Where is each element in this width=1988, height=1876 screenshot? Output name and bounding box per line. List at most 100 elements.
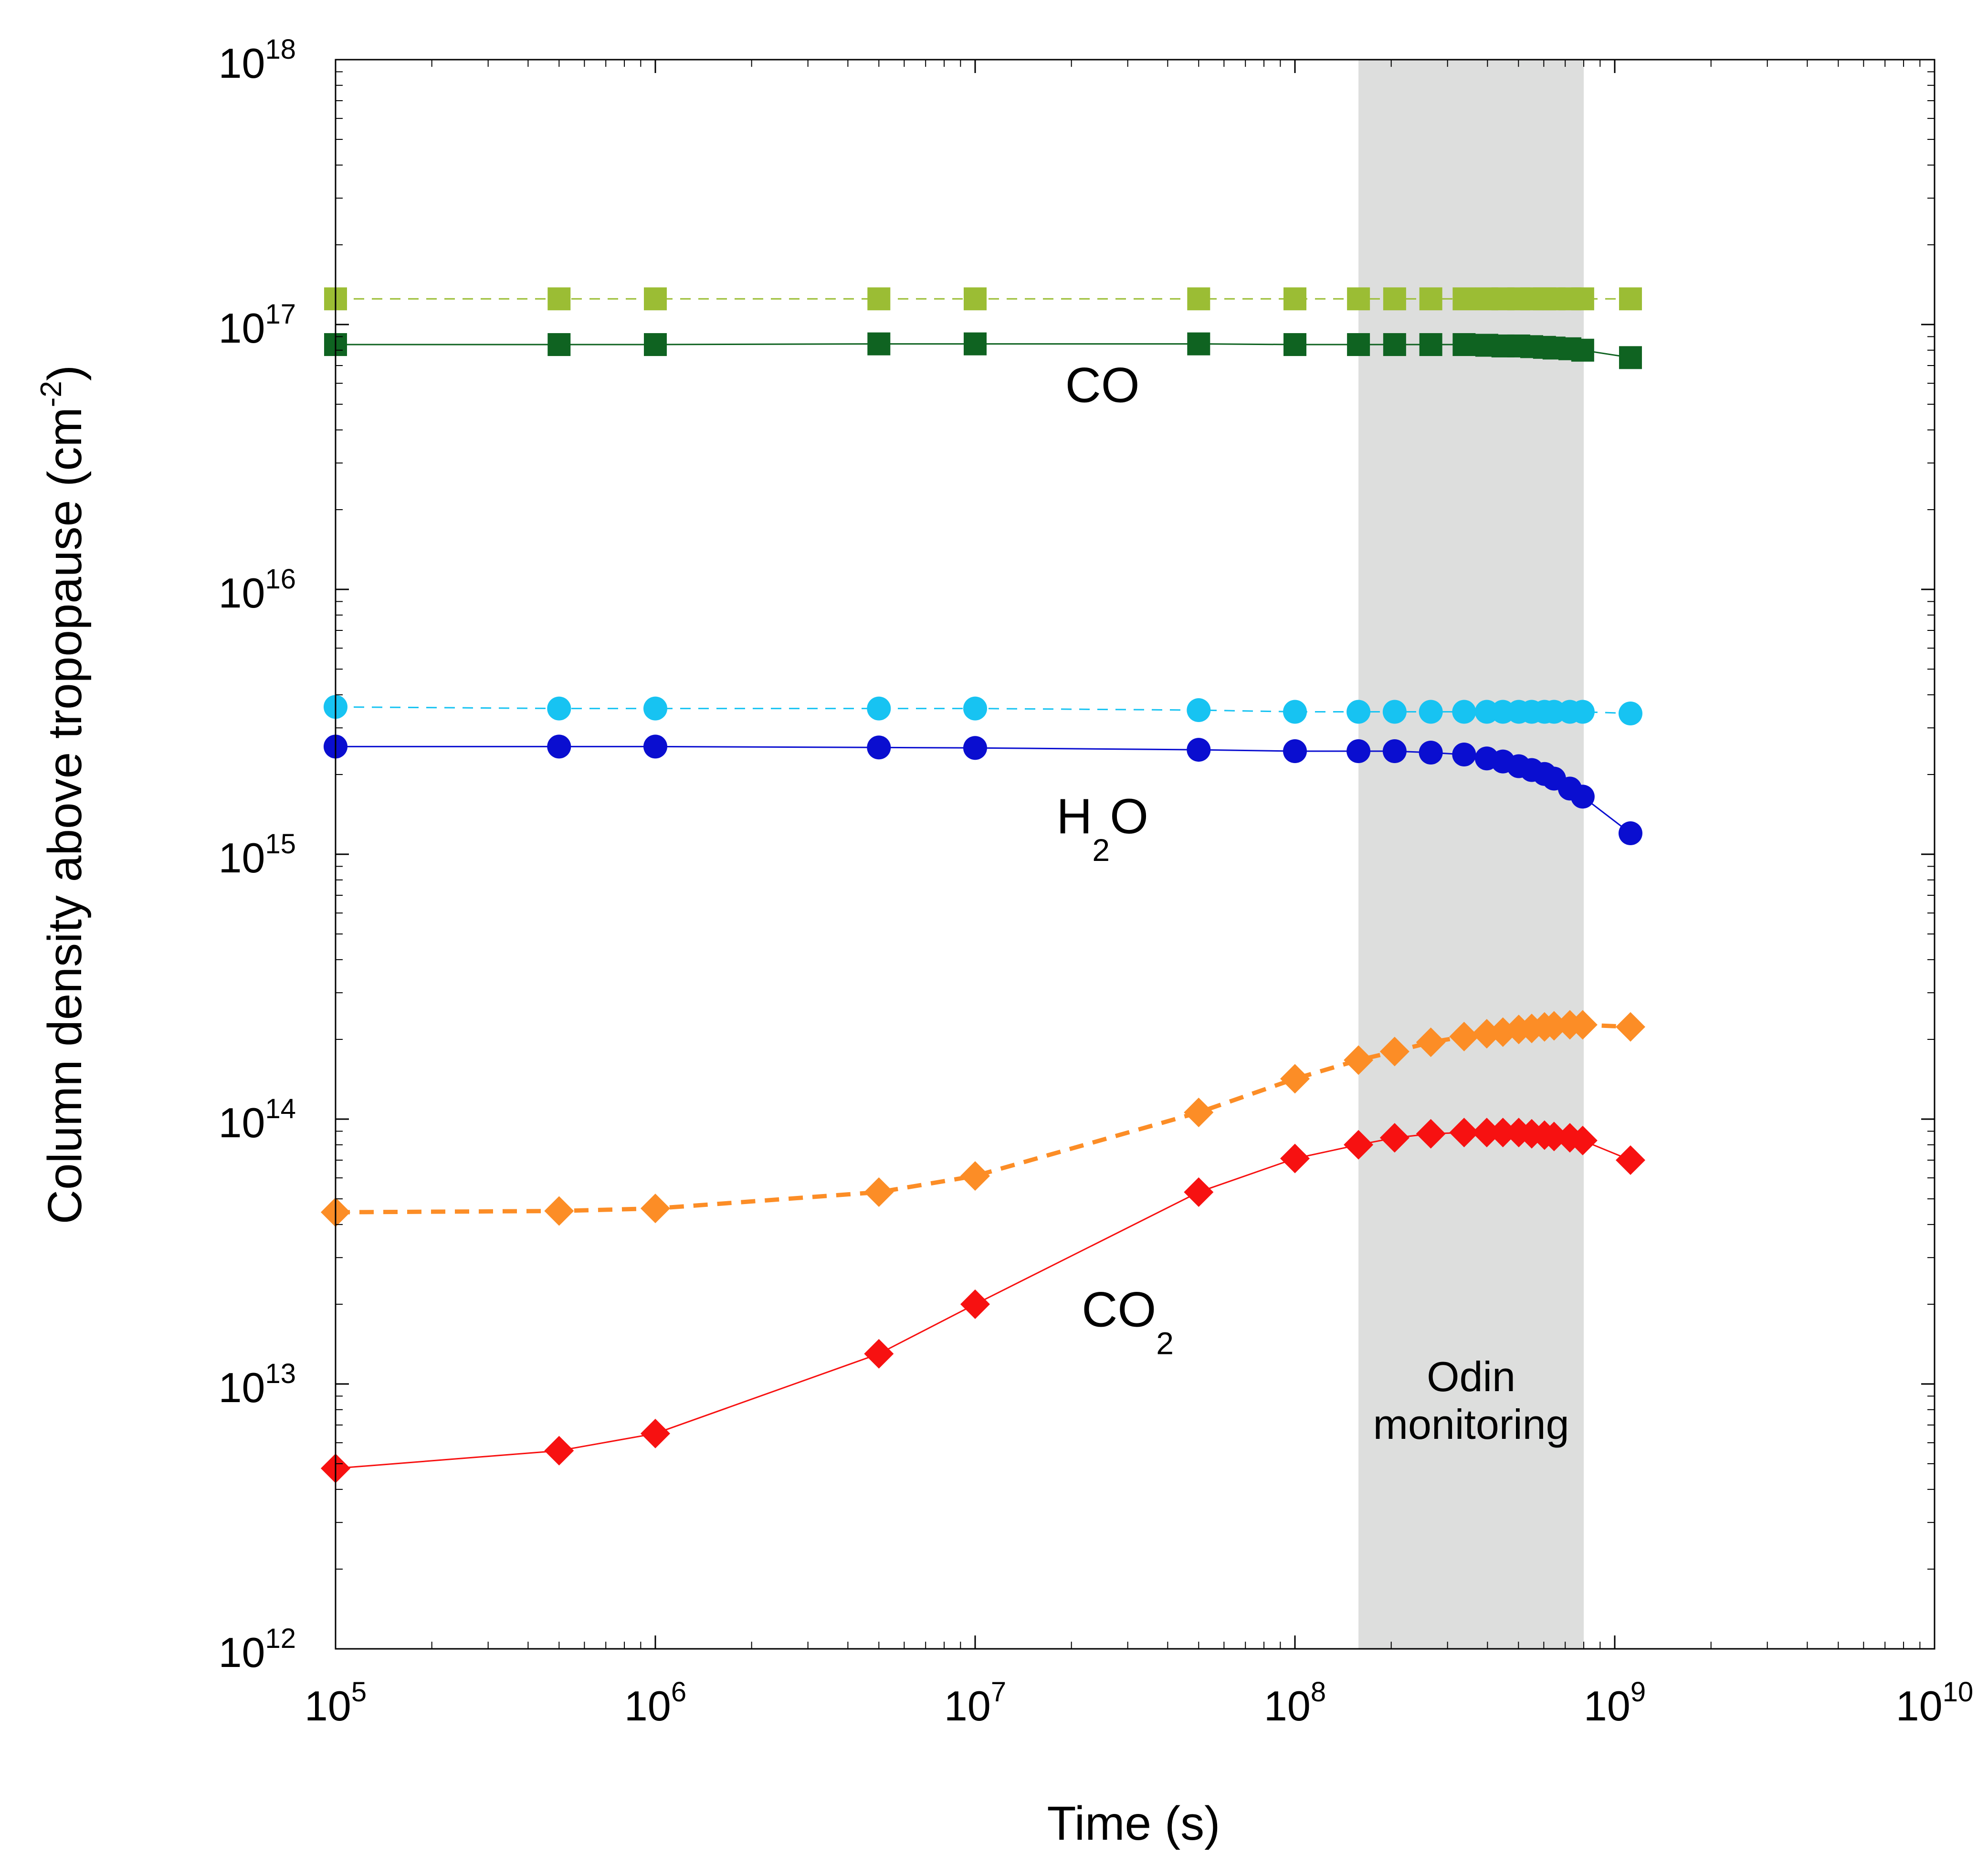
y-tick-label-exp: 14 [265,1093,296,1124]
data-point-circle [1187,698,1211,723]
data-point-diamond [1416,1119,1446,1149]
y-tick-label-exp: 12 [265,1623,296,1654]
data-point-circle [1618,702,1642,726]
data-point-square [1383,287,1406,311]
y-tick-label-base: 10 [219,1629,265,1676]
data-point-square [1452,333,1476,356]
data-point-square [1452,287,1476,311]
data-point-diamond [1184,1097,1214,1127]
data-point-diamond [1567,1010,1598,1040]
y-tick-label-base: 10 [219,1364,265,1411]
data-point-square [1283,333,1306,356]
data-point-diamond [1280,1064,1310,1094]
series-co2-solid [321,1118,1645,1483]
data-point-square [1383,333,1406,356]
data-point-square [867,287,891,311]
x-tick-label-base: 10 [1584,1682,1630,1729]
data-point-diamond [960,1161,990,1191]
data-point-circle [1346,700,1371,724]
x-tick-label-base: 10 [1264,1682,1311,1729]
data-point-circle [1346,739,1371,764]
y-tick-label-exp: 15 [265,828,296,859]
series-co-solid [324,332,1642,369]
odin-monitoring-label-line: Odin [1427,1353,1515,1400]
data-point-circle [1452,700,1476,724]
y-tick-label-exp: 18 [265,34,296,65]
y-tick-label: 1012 [219,1623,296,1676]
data-point-square [867,332,891,356]
series-h2o-dashed [324,695,1642,726]
x-tick-label-exp: 10 [1943,1677,1974,1708]
x-tick-label-exp: 5 [351,1677,367,1708]
data-point-diamond [1615,1012,1645,1042]
y-tick-label-base: 10 [219,1099,265,1146]
data-point-diamond [1344,1130,1374,1160]
y-tick-label-base: 10 [219,569,265,617]
data-point-square [1619,287,1642,311]
data-point-circle [547,696,571,721]
x-tick-label-exp: 7 [991,1677,1006,1708]
data-point-diamond [1567,1125,1598,1155]
series-co2-dashed [321,1010,1645,1227]
y-axis-title-close: ) [38,365,92,381]
x-tick-label-base: 10 [944,1682,991,1729]
data-point-diamond [1539,1011,1569,1041]
species-label-base: CO [1065,357,1140,413]
data-point-circle [1419,700,1443,724]
odin-monitoring-label-line: monitoring [1373,1401,1569,1448]
data-point-circle [1283,700,1307,724]
data-point-circle [1618,821,1642,846]
data-point-diamond [544,1196,574,1226]
data-point-circle [643,734,667,759]
data-point-diamond [544,1436,574,1466]
data-point-diamond [1416,1027,1446,1058]
x-tick-label-base: 10 [624,1682,671,1729]
y-tick-label: 1016 [219,564,296,617]
y-tick-label-base: 10 [219,304,265,352]
data-point-circle [963,696,987,721]
species-label-base: CO [1082,1282,1156,1337]
data-point-square [1571,338,1594,362]
y-tick-label: 1017 [219,299,296,352]
x-tick-label: 108 [1264,1677,1326,1729]
series-h2o-solid [324,734,1642,846]
shaded-region-layer: Odin monitoring [1358,60,1584,1649]
data-point-square [1419,287,1442,311]
y-tick-label-base: 10 [219,40,265,87]
data-point-circle [963,736,987,760]
data-point-circle [1382,700,1407,724]
data-point-circle [1187,738,1211,762]
series-line [335,1022,1631,1215]
x-tick-label-base: 10 [305,1682,351,1729]
data-point-square [1347,333,1370,356]
data-point-square [1419,333,1442,356]
data-point-diamond [864,1339,894,1369]
species-label-sub: 2 [1092,832,1110,868]
y-tick-label-base: 10 [219,834,265,881]
data-point-diamond [1449,1021,1479,1051]
x-tick-label: 107 [944,1677,1006,1729]
tick-label-layer: 105 106 107 108 109 1010101210131014101510161… [219,34,1974,1729]
data-point-circle [547,734,571,759]
y-tick-label: 1014 [219,1093,296,1146]
data-point-diamond [1344,1045,1374,1075]
species-label-tail: O [1110,789,1148,844]
data-point-circle [1570,785,1595,809]
data-point-square [547,287,571,311]
data-point-diamond [1184,1177,1214,1207]
data-point-circle [1419,740,1443,765]
species-label: H2O [1056,789,1148,868]
data-point-diamond [1488,1118,1518,1148]
data-point-square [547,333,571,356]
y-tick-label-exp: 16 [265,564,296,595]
y-tick-label-exp: 17 [265,299,296,330]
y-tick-label: 1015 [219,828,296,881]
y-axis-title: Column density above tropopause (cm-2) [35,365,92,1224]
data-point-square [1283,287,1306,311]
species-label-sub: 2 [1156,1325,1174,1361]
x-tick-label-exp: 8 [1311,1677,1326,1708]
species-label-base: H [1056,789,1092,844]
y-axis-title-sup: -2 [35,381,68,407]
